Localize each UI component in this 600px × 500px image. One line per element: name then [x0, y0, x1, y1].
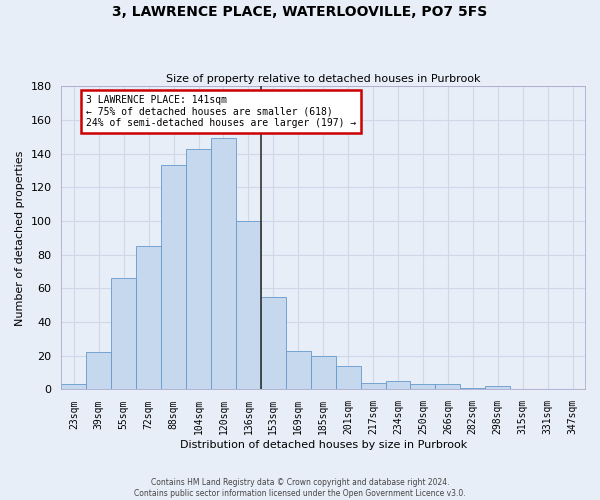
- Bar: [111, 278, 136, 390]
- X-axis label: Distribution of detached houses by size in Purbrook: Distribution of detached houses by size …: [179, 440, 467, 450]
- Bar: [335, 366, 361, 390]
- Bar: [361, 382, 386, 390]
- Bar: [410, 384, 436, 390]
- Y-axis label: Number of detached properties: Number of detached properties: [15, 150, 25, 326]
- Bar: [186, 148, 211, 390]
- Bar: [436, 384, 460, 390]
- Bar: [236, 221, 261, 390]
- Bar: [460, 388, 485, 390]
- Bar: [261, 297, 286, 390]
- Title: Size of property relative to detached houses in Purbrook: Size of property relative to detached ho…: [166, 74, 481, 84]
- Bar: [311, 356, 335, 390]
- Bar: [86, 352, 111, 390]
- Text: Contains HM Land Registry data © Crown copyright and database right 2024.
Contai: Contains HM Land Registry data © Crown c…: [134, 478, 466, 498]
- Bar: [485, 386, 510, 390]
- Bar: [136, 246, 161, 390]
- Bar: [61, 384, 86, 390]
- Text: 3, LAWRENCE PLACE, WATERLOOVILLE, PO7 5FS: 3, LAWRENCE PLACE, WATERLOOVILLE, PO7 5F…: [112, 5, 488, 19]
- Bar: [286, 350, 311, 390]
- Bar: [161, 166, 186, 390]
- Bar: [211, 138, 236, 390]
- Bar: [386, 381, 410, 390]
- Text: 3 LAWRENCE PLACE: 141sqm
← 75% of detached houses are smaller (618)
24% of semi-: 3 LAWRENCE PLACE: 141sqm ← 75% of detach…: [86, 94, 356, 128]
